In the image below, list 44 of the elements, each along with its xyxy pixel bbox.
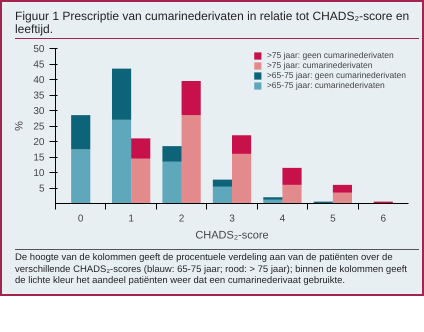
bar [112, 68, 132, 120]
bar [212, 186, 232, 204]
legend-label: >75 jaar: cumarinederivaten [266, 60, 372, 70]
bar [71, 149, 90, 204]
x-tick-label: 3 [229, 214, 236, 225]
bar [212, 180, 232, 187]
bar [71, 115, 90, 150]
bar [232, 135, 252, 154]
y-tick-label: 20 [33, 137, 45, 148]
y-tick-label: 40 [33, 75, 45, 86]
bar [162, 146, 182, 162]
legend-label: >75 jaar: geen cumarinederivaten [266, 50, 394, 60]
bar [282, 168, 302, 186]
bar [131, 138, 150, 159]
y-tick-label: 25 [33, 122, 45, 133]
chart-title: Figuur 1 Prescriptie van cumarinederivaten in relatie tot CHADS₂-score en leeftijd. [15, 9, 410, 36]
y-tick-label: 50 [33, 44, 45, 56]
bar [332, 185, 352, 193]
x-tick-label: 5 [330, 214, 336, 225]
y-tick-label: 30 [33, 106, 45, 118]
bar [112, 120, 132, 204]
x-tick-label: 2 [178, 214, 185, 225]
legend-label: >65-75 jaar: cumarinederivaten [266, 80, 385, 90]
bar [182, 81, 201, 116]
x-tick-label: 6 [380, 214, 387, 225]
y-tick-label: 45 [33, 60, 45, 71]
y-tick-label: 15 [33, 152, 45, 164]
bar [131, 158, 150, 204]
bar [182, 115, 201, 204]
legend-label: >65-75 jaar: geen cumarinederivaten [266, 70, 406, 80]
x-axis-title: CHADS₂-score [195, 230, 269, 242]
bar [282, 185, 302, 204]
y-tick-label: 10 [33, 168, 45, 180]
y-axis-title: % [13, 121, 26, 132]
bar [232, 154, 252, 204]
text: De hoogte van de kolommen geeft de procentuele verdeling aan van de patiënten over de verschillende CHADS₂-scores (blauw: 65-75 jaar; rood: > 75 jaar); binnen de kolommen geeft de lichte kleur het aandeel patiënten weer dat een cumarinederivaat gebruikte. [15, 252, 419, 286]
x-tick-label: 4 [280, 214, 286, 225]
y-tick-label: 35 [33, 90, 45, 102]
x-tick-label: 1 [128, 214, 134, 225]
bar [263, 197, 282, 200]
bar [162, 162, 182, 204]
bar [332, 192, 352, 204]
x-tick-label: 0 [78, 214, 84, 225]
y-tick-label: 5 [38, 184, 45, 195]
